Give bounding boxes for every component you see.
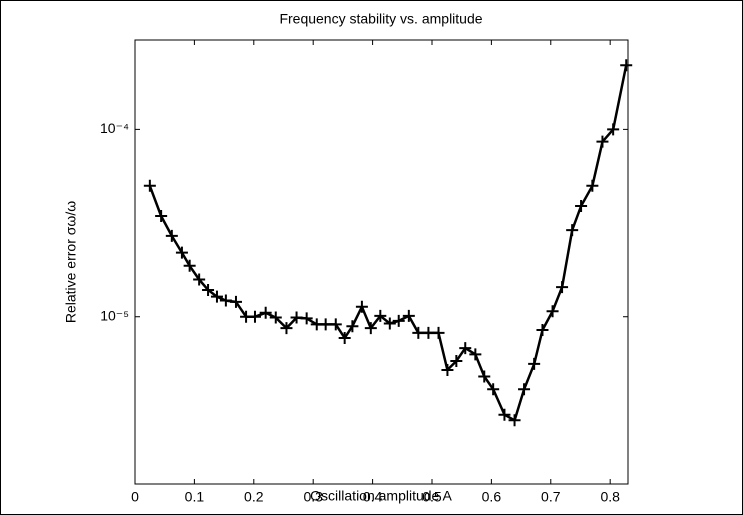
marker (566, 224, 579, 237)
x-tick-label: 0.4 (363, 489, 383, 505)
marker (392, 314, 405, 327)
marker (329, 318, 342, 331)
marker (383, 317, 396, 330)
chart-title: Frequency stability vs. amplitude (279, 11, 482, 27)
y-tick-label: 10⁻⁵ (100, 307, 129, 323)
marker (556, 281, 569, 294)
marker (143, 179, 156, 192)
marker (607, 123, 620, 136)
marker (175, 246, 188, 259)
y-axis-label: Relative error σω/ω (63, 201, 79, 323)
marker (546, 305, 559, 318)
marker (528, 357, 541, 370)
marker (183, 259, 196, 272)
marker (412, 326, 425, 339)
marker (450, 355, 463, 368)
marker (300, 312, 313, 325)
marker (422, 326, 435, 339)
marker (575, 200, 588, 213)
marker (355, 300, 368, 313)
marker (346, 320, 359, 333)
marker (319, 318, 332, 331)
marker (478, 370, 491, 383)
marker (508, 414, 521, 427)
x-tick-label: 0.5 (422, 489, 442, 505)
x-tick-label: 0.8 (600, 489, 620, 505)
marker (259, 306, 272, 319)
marker (586, 179, 599, 192)
marker (280, 322, 293, 335)
marker (229, 295, 242, 308)
x-tick-label: 0.3 (303, 489, 323, 505)
x-tick-label: 0.1 (185, 489, 205, 505)
marker (290, 311, 303, 324)
marker (536, 323, 549, 336)
marker (210, 290, 223, 303)
marker (441, 363, 454, 376)
x-axis-label: Oscillation amplitude A (310, 488, 452, 504)
x-tick-label: 0 (131, 489, 139, 505)
x-tick-label: 0.2 (244, 489, 264, 505)
marker (155, 209, 168, 222)
marker (402, 309, 415, 322)
marker (469, 348, 482, 361)
y-tick-label: 10⁻⁴ (100, 120, 129, 136)
marker (193, 273, 206, 286)
marker (487, 383, 500, 396)
marker (364, 322, 377, 335)
marker (202, 283, 215, 296)
marker (459, 342, 472, 355)
marker (596, 135, 609, 148)
marker (518, 383, 531, 396)
marker (620, 59, 633, 72)
plot-box (134, 39, 629, 485)
marker (219, 294, 232, 307)
marker (338, 332, 351, 345)
x-tick-label: 0.7 (541, 489, 561, 505)
marker (165, 229, 178, 242)
marker (374, 309, 387, 322)
marker (269, 311, 282, 324)
x-tick-label: 0.6 (482, 489, 502, 505)
marker (498, 408, 511, 421)
marker (248, 310, 261, 323)
marker (432, 326, 445, 339)
